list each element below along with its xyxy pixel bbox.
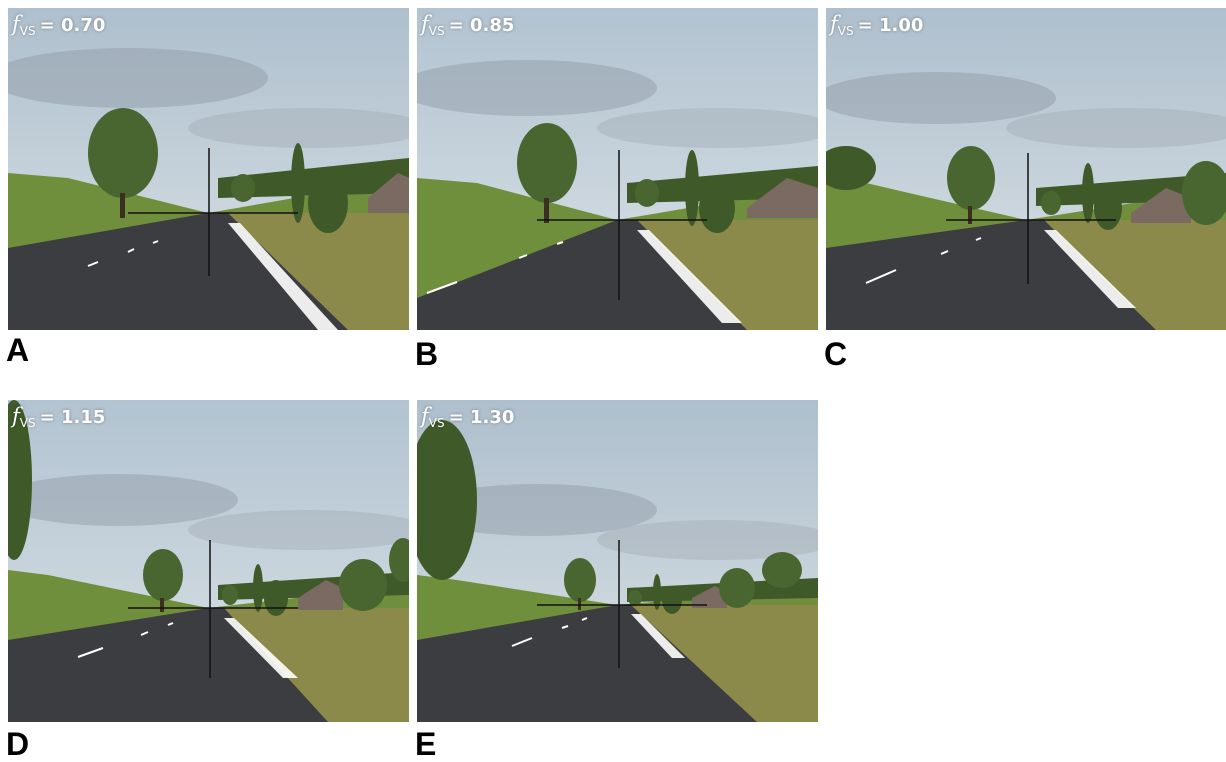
panel-letter-b: B [415,336,439,372]
panel-letter-c: C [824,336,848,372]
panel-letter-e: E [415,726,437,762]
fvs-label: fVS = 1.30 [421,404,515,430]
scene-panel-c: fVS = 1.00 [826,8,1226,330]
road-scene-image [826,8,1226,330]
fvs-label: fVS = 0.70 [12,12,106,38]
road-scene-image [8,8,409,330]
scene-panel-e: fVS = 1.30 [417,400,818,722]
panel-letter-a: A [6,332,30,368]
road-scene-image [8,400,409,722]
fvs-label: fVS = 1.00 [830,12,924,38]
scene-panel-a: fVS = 0.70 [8,8,409,330]
fvs-label: fVS = 1.15 [12,404,106,430]
scene-panel-d: fVS = 1.15 [8,400,409,722]
road-scene-image [417,400,818,722]
road-scene-image [417,8,818,330]
fvs-label: fVS = 0.85 [421,12,515,38]
panel-letter-d: D [6,726,30,762]
scene-panel-b: fVS = 0.85 [417,8,818,330]
